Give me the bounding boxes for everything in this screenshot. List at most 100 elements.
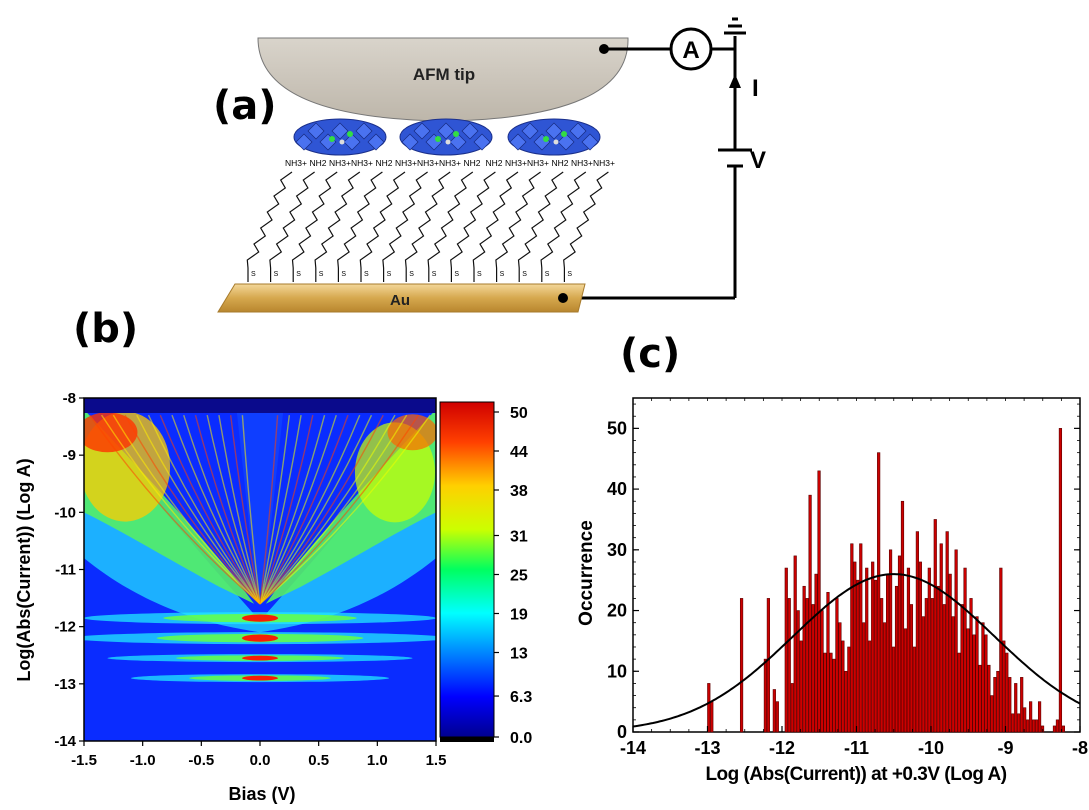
ground-icon xyxy=(724,17,746,35)
histogram-bar xyxy=(1005,652,1009,733)
thiol-label: S xyxy=(364,271,369,278)
histogram-y-ticks: 0 10 20 30 40 50 xyxy=(607,403,1080,742)
histogram-x-tick-label: -8 xyxy=(1072,738,1088,758)
thiol-label: S xyxy=(319,271,324,278)
histogram-bar xyxy=(954,549,958,733)
heatmap-x-ticks: -1.5 -1.0 -0.5 0.0 0.5 1.0 1.5 xyxy=(71,741,446,769)
histogram-bar xyxy=(957,652,961,733)
histogram-bar xyxy=(847,646,851,733)
colorbar-tick-label: 38 xyxy=(510,483,528,500)
histogram-bar xyxy=(1014,683,1018,733)
histogram-bar xyxy=(877,452,881,733)
histogram-bar xyxy=(996,670,1000,733)
histogram-bar xyxy=(862,622,866,733)
histogram-bar xyxy=(1020,677,1024,733)
heatmap-x-tick-label: -1.0 xyxy=(130,752,156,769)
histogram-bar xyxy=(763,658,767,733)
histogram-bar xyxy=(832,658,836,733)
histogram-bar xyxy=(999,567,1003,733)
histogram-bar xyxy=(894,585,899,733)
histogram-bar xyxy=(787,598,791,733)
ammeter-icon xyxy=(669,27,713,71)
amine-label: NH3+ xyxy=(395,158,417,168)
histogram-bar xyxy=(1040,725,1045,733)
amine-label: NH3+ xyxy=(439,158,461,168)
circuit xyxy=(563,36,752,300)
histogram-bar xyxy=(838,622,842,733)
histogram-bar xyxy=(802,585,806,733)
histogram-bar xyxy=(880,598,884,733)
thiol-label: S xyxy=(522,271,527,278)
amine-label: NH3+ xyxy=(571,158,593,168)
histogram-y-tick-label: 10 xyxy=(607,661,627,681)
amine-label: NH2 xyxy=(309,158,326,168)
colorbar-tick-label: 31 xyxy=(510,529,528,546)
histogram-bar xyxy=(948,573,952,733)
colorbar xyxy=(439,401,495,738)
histogram-bar xyxy=(900,500,905,733)
colorbar-tick-label: 0.0 xyxy=(510,730,532,747)
histogram-bar xyxy=(1011,713,1015,733)
amine-label: NH3+ xyxy=(593,158,615,168)
amine-label: NH2 xyxy=(463,158,480,168)
polyoxometalate-cluster xyxy=(293,118,387,156)
histogram-bar xyxy=(924,598,928,733)
amine-label: NH3+ xyxy=(329,158,351,168)
histogram-bar xyxy=(972,634,976,733)
colorbar-tick-label: 19 xyxy=(510,607,528,624)
histogram-bar xyxy=(1055,719,1060,733)
histogram-bar xyxy=(772,689,776,733)
amine-label: NH3+ xyxy=(505,158,527,168)
histogram-bar xyxy=(1037,701,1042,733)
current-arrow-icon xyxy=(729,74,741,88)
histogram-bar xyxy=(883,622,887,733)
histogram-bar xyxy=(993,677,997,733)
heatmap-y-tick-label: -9 xyxy=(63,447,76,464)
histogram-bar xyxy=(739,598,744,733)
histogram-bar xyxy=(906,567,911,733)
histogram-x-tick-label: -13 xyxy=(694,738,720,758)
histogram-x-axis-label: Log (Abs(Current)) at +0.3V (Log A) xyxy=(705,764,1006,785)
histogram-bar xyxy=(808,494,812,733)
histogram-bar xyxy=(817,470,821,733)
thiol-label: S xyxy=(251,271,256,278)
heatmap-plot-area xyxy=(84,413,436,741)
thiol-label: S xyxy=(274,271,279,278)
histogram-bar xyxy=(969,598,973,733)
ammeter-label: A xyxy=(682,37,699,64)
heatmap-y-tick-label: -12 xyxy=(54,619,76,636)
histogram-bar xyxy=(710,701,714,733)
histogram-frame xyxy=(632,397,1081,733)
histogram-y-tick-label: 40 xyxy=(607,479,627,499)
histogram-bar xyxy=(874,579,878,733)
amine-label: NH3+ xyxy=(417,158,439,168)
histogram-bar xyxy=(885,573,890,733)
histogram-bar xyxy=(927,567,931,733)
thiol-label: S xyxy=(387,271,392,278)
histogram-bar xyxy=(799,640,803,733)
histogram-bar xyxy=(865,567,869,733)
histogram-bar xyxy=(790,683,794,733)
heatmap-y-tick-label: -14 xyxy=(54,733,76,750)
heatmap-y-tick-label: -10 xyxy=(54,504,76,521)
panel-label-c: (c) xyxy=(620,331,681,377)
histogram-bar xyxy=(811,604,815,733)
histogram-bar xyxy=(1029,701,1033,733)
heatmap-x-tick-label: -0.5 xyxy=(188,752,214,769)
histogram-bar xyxy=(784,567,788,733)
colorbar-tick-label: 6.3 xyxy=(510,689,532,706)
histogram-bar xyxy=(951,616,955,733)
thiol-label: S xyxy=(432,271,437,278)
histogram-bar xyxy=(814,573,818,733)
heatmap-x-axis-label: Bias (V) xyxy=(228,784,295,804)
heatmap-x-tick-label: -1.5 xyxy=(71,752,97,769)
amine-label: NH3+ xyxy=(527,158,549,168)
histogram-bar xyxy=(835,598,839,733)
histogram-bar xyxy=(984,634,988,733)
histogram-bar xyxy=(820,610,824,733)
histogram-bar xyxy=(933,519,937,733)
histogram-bar xyxy=(868,640,872,733)
thiol-label: S xyxy=(409,271,414,278)
current-label: I xyxy=(752,75,759,102)
histogram-bar xyxy=(1032,719,1036,733)
